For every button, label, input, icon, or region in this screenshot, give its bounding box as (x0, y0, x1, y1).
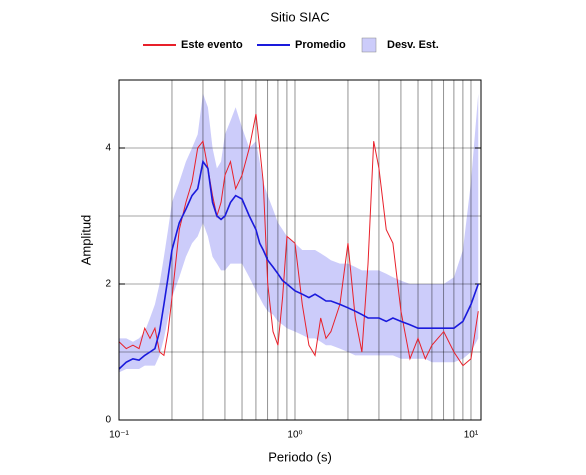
y-tick-label: 4 (105, 143, 111, 154)
series-line (118, 113, 479, 367)
plot-frame (118, 79, 482, 421)
x-tick-label: 10¹ (464, 430, 479, 441)
chart-title: Sitio SIAC (270, 9, 329, 24)
series-line (118, 159, 480, 370)
x-tick-label: 10⁻¹ (109, 430, 129, 441)
legend-label: Desv. Est. (387, 39, 439, 51)
legend-label: Promedio (295, 39, 346, 51)
y-tick-label: 0 (105, 415, 111, 426)
x-tick-label: 10⁰ (287, 430, 302, 441)
y-tick-label: 2 (105, 279, 111, 290)
legend-swatch (361, 37, 377, 53)
legend-label: Este evento (181, 39, 243, 51)
y-axis-label: Amplitud (78, 215, 93, 266)
std-band (119, 93, 479, 373)
x-axis-label: Periodo (s) (268, 449, 332, 464)
